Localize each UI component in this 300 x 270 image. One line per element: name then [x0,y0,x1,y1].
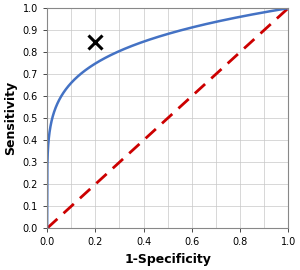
X-axis label: 1-Specificity: 1-Specificity [124,253,211,266]
Y-axis label: Sensitivity: Sensitivity [4,81,17,155]
